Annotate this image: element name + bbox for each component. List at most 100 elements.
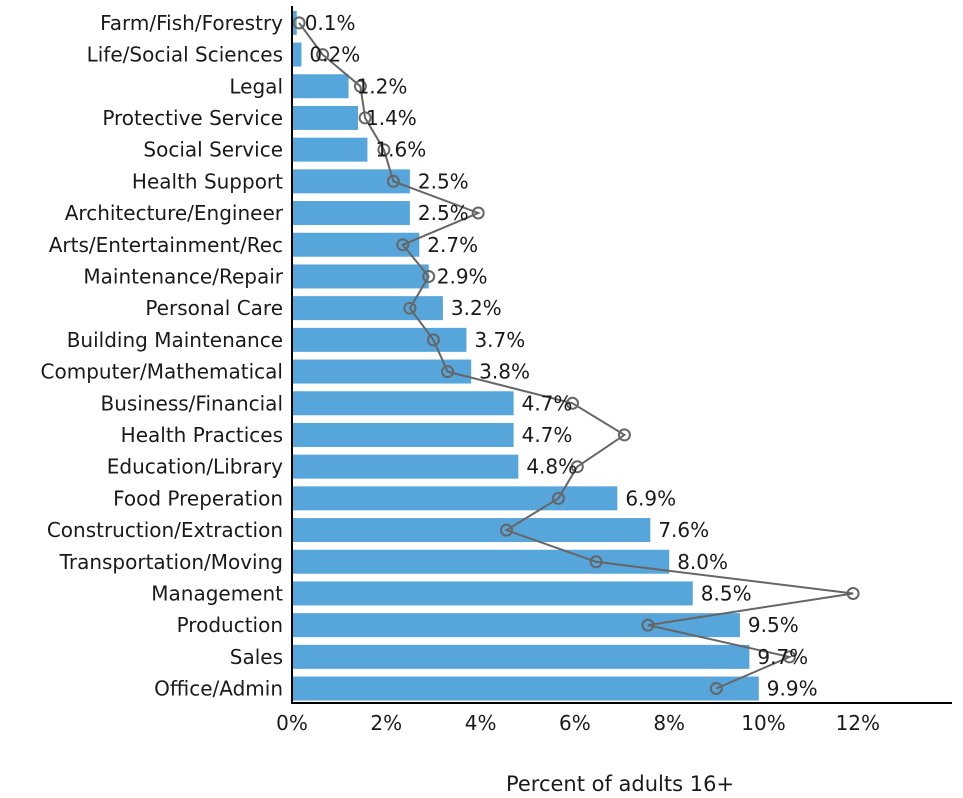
bar-value-label: 9.5%	[748, 613, 799, 637]
bar-value-label: 4.8%	[526, 455, 577, 479]
category-label: Education/Library	[107, 455, 283, 479]
category-label: Arts/Entertainment/Rec	[49, 233, 283, 257]
bar	[292, 581, 693, 606]
x-tick-label: 4%	[465, 711, 497, 735]
line-point	[846, 587, 860, 600]
bar	[292, 486, 618, 511]
bar-value-label: 0.1%	[305, 11, 356, 35]
bar-value-label: 4.7%	[522, 423, 573, 447]
bar	[292, 74, 349, 99]
bar-value-label: 7.6%	[658, 518, 709, 542]
axes-layer: 0% 2% 4% 6% 8% 10% 12%	[276, 6, 952, 735]
bar-value-label: 0.2%	[309, 43, 360, 67]
series-line	[298, 22, 854, 690]
line-point	[353, 79, 367, 93]
line-point	[589, 555, 603, 569]
line-point	[396, 238, 410, 252]
line-point	[500, 523, 513, 537]
x-tick-label: 0%	[276, 711, 308, 735]
x-tick-label: 6%	[559, 711, 591, 735]
value-labels: 0.1% 0.2% 1.2% 1.4% 1.6% 2.5% 2.5% 2.7% 2.9% 3.2%…	[305, 11, 818, 701]
bar-value-label: 8.5%	[701, 581, 752, 605]
bar-value-label: 6.9%	[625, 486, 676, 510]
category-label: Transportation/Moving	[59, 550, 283, 574]
x-tick-label: 10%	[741, 711, 785, 735]
bar	[292, 676, 759, 701]
line-point	[551, 491, 565, 505]
x-tick-label: 8%	[653, 711, 685, 735]
line-point	[422, 270, 436, 283]
bar-value-label: 2.5%	[418, 201, 469, 225]
line-point	[292, 16, 306, 30]
bar	[292, 169, 410, 194]
category-label: Management	[151, 581, 283, 605]
bar	[292, 264, 429, 289]
bar-value-label: 9.7%	[757, 645, 808, 669]
bar	[292, 232, 420, 257]
category-label: Office/Admin	[154, 677, 283, 701]
category-label: Health Support	[132, 169, 283, 193]
bar-value-label: 8.0%	[677, 550, 728, 574]
category-label: Social Service	[143, 138, 283, 162]
line-layer	[298, 22, 854, 690]
category-label: Maintenance/Repair	[83, 264, 283, 288]
bar	[292, 422, 514, 447]
bar	[292, 201, 410, 226]
line-point	[617, 428, 631, 442]
bar	[292, 391, 514, 416]
bar-value-label: 3.8%	[479, 360, 530, 384]
category-label: Computer/Mathematical	[41, 360, 283, 384]
x-tick-label: 12%	[836, 711, 880, 735]
bar	[292, 105, 359, 130]
bar	[292, 327, 467, 352]
category-label: Life/Social Sciences	[87, 43, 283, 67]
line-point	[358, 111, 372, 125]
line-point	[566, 396, 579, 410]
bar	[292, 644, 750, 669]
bar	[292, 518, 651, 543]
category-label: Construction/Extraction	[47, 518, 283, 542]
bar	[292, 549, 670, 574]
category-label: Production	[177, 613, 283, 637]
bar-value-label: 4.7%	[522, 391, 573, 415]
line-point	[471, 206, 485, 220]
bars-layer	[292, 10, 759, 701]
bar-value-label: 2.5%	[418, 169, 469, 193]
category-label: Food Preperation	[113, 486, 283, 510]
markers-layer	[292, 16, 860, 695]
x-tick-label: 2%	[370, 711, 402, 735]
bar-value-label: 9.9%	[767, 677, 818, 701]
bar	[292, 613, 740, 638]
line-point	[441, 365, 455, 379]
bar-value-label: 2.7%	[427, 233, 478, 257]
line-point	[426, 333, 440, 347]
line-point	[709, 682, 723, 695]
bar-value-label: 2.9%	[437, 264, 488, 288]
bar-value-label: 1.4%	[366, 106, 417, 130]
category-label: Sales	[230, 645, 283, 669]
bar-value-label: 1.2%	[357, 74, 408, 98]
bar	[292, 296, 443, 321]
category-label: Personal Care	[145, 296, 283, 320]
bar	[292, 42, 302, 67]
category-label: Business/Financial	[100, 391, 283, 415]
x-axis-title: Percent of adults 16+	[506, 772, 734, 796]
bar-value-label: 3.2%	[451, 296, 502, 320]
category-label: Protective Service	[102, 106, 283, 130]
bar-value-label: 3.7%	[474, 328, 525, 352]
line-point	[641, 618, 655, 632]
bar	[292, 137, 368, 162]
category-label: Legal	[229, 74, 283, 98]
line-point	[782, 650, 796, 664]
category-label: Architecture/Engineer	[65, 201, 284, 225]
bar	[292, 454, 519, 479]
line-point	[386, 174, 400, 188]
category-labels: Farm/Fish/Forestry Life/Social Sciences Le…	[41, 11, 284, 701]
category-label: Farm/Fish/Forestry	[100, 11, 283, 35]
line-point	[403, 301, 417, 315]
category-label: Health Practices	[121, 423, 283, 447]
category-label: Building Maintenance	[67, 328, 283, 352]
line-point	[377, 143, 391, 157]
line-point	[570, 460, 584, 474]
